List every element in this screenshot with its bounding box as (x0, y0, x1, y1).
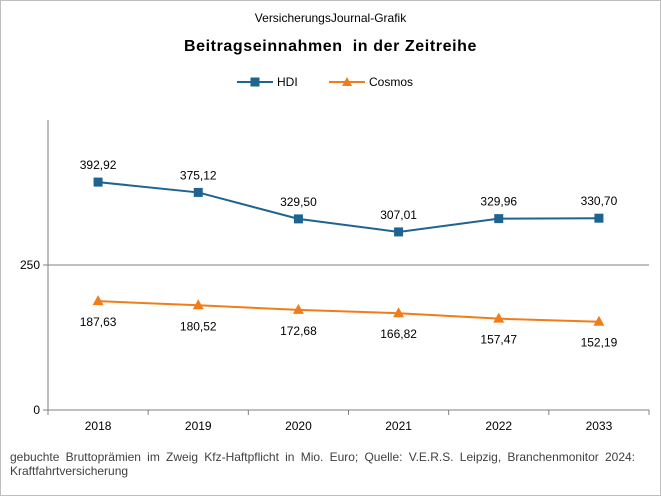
data-label-hdi-2: 329,50 (280, 195, 317, 209)
x-tick-label-5: 2033 (586, 419, 613, 433)
point-hdi-1 (193, 187, 203, 197)
data-label-hdi-5: 330,70 (581, 194, 618, 208)
point-cosmos-2 (292, 303, 304, 314)
x-tick-label-0: 2018 (85, 419, 112, 433)
data-label-cosmos-4: 157,47 (480, 333, 517, 347)
point-hdi-2 (293, 214, 303, 224)
chart-legend: HDI Cosmos (0, 73, 661, 91)
data-label-cosmos-5: 152,19 (581, 336, 618, 350)
data-label-cosmos-2: 172,68 (280, 324, 317, 338)
point-cosmos-5 (593, 315, 605, 326)
point-cosmos-3 (393, 307, 405, 318)
chart-title: Beitragseinnahmen in der Zeitreihe (183, 38, 478, 55)
legend-label-cosmos: Cosmos (369, 75, 414, 89)
data-label-hdi-4: 329,96 (480, 195, 517, 209)
data-label-cosmos-3: 166,82 (380, 327, 417, 341)
legend-marker-cosmos (329, 77, 365, 86)
chart-supertitle: VersicherungsJournal-Grafik (254, 11, 407, 25)
x-tick-label-2: 2020 (285, 419, 312, 433)
series-line-cosmos (98, 300, 599, 323)
point-hdi-4 (494, 214, 504, 224)
point-cosmos-0 (92, 295, 104, 306)
y-tick-label-0: 0 (33, 403, 40, 417)
data-label-hdi-0: 392,92 (80, 158, 117, 172)
data-label-hdi-1: 375,12 (180, 168, 217, 182)
point-hdi-5 (594, 213, 604, 223)
point-cosmos-1 (192, 299, 204, 310)
legend-label-hdi: HDI (277, 75, 298, 89)
point-cosmos-4 (493, 312, 505, 323)
x-tick-label-3: 2021 (385, 419, 412, 433)
x-tick-label-4: 2022 (485, 419, 512, 433)
point-hdi-0 (93, 177, 103, 187)
data-label-cosmos-0: 187,63 (80, 315, 117, 329)
chart-footer: gebuchte Bruttoprämien im Zweig Kfz-Haft… (10, 450, 635, 478)
legend-marker-hdi (237, 77, 273, 87)
point-hdi-3 (394, 227, 404, 237)
series-line-hdi (97, 181, 599, 233)
data-label-cosmos-1: 180,52 (180, 319, 217, 333)
data-label-hdi-3: 307,01 (380, 208, 417, 222)
y-tick-label-1: 250 (20, 258, 40, 272)
x-tick-label-1: 2019 (185, 419, 212, 433)
